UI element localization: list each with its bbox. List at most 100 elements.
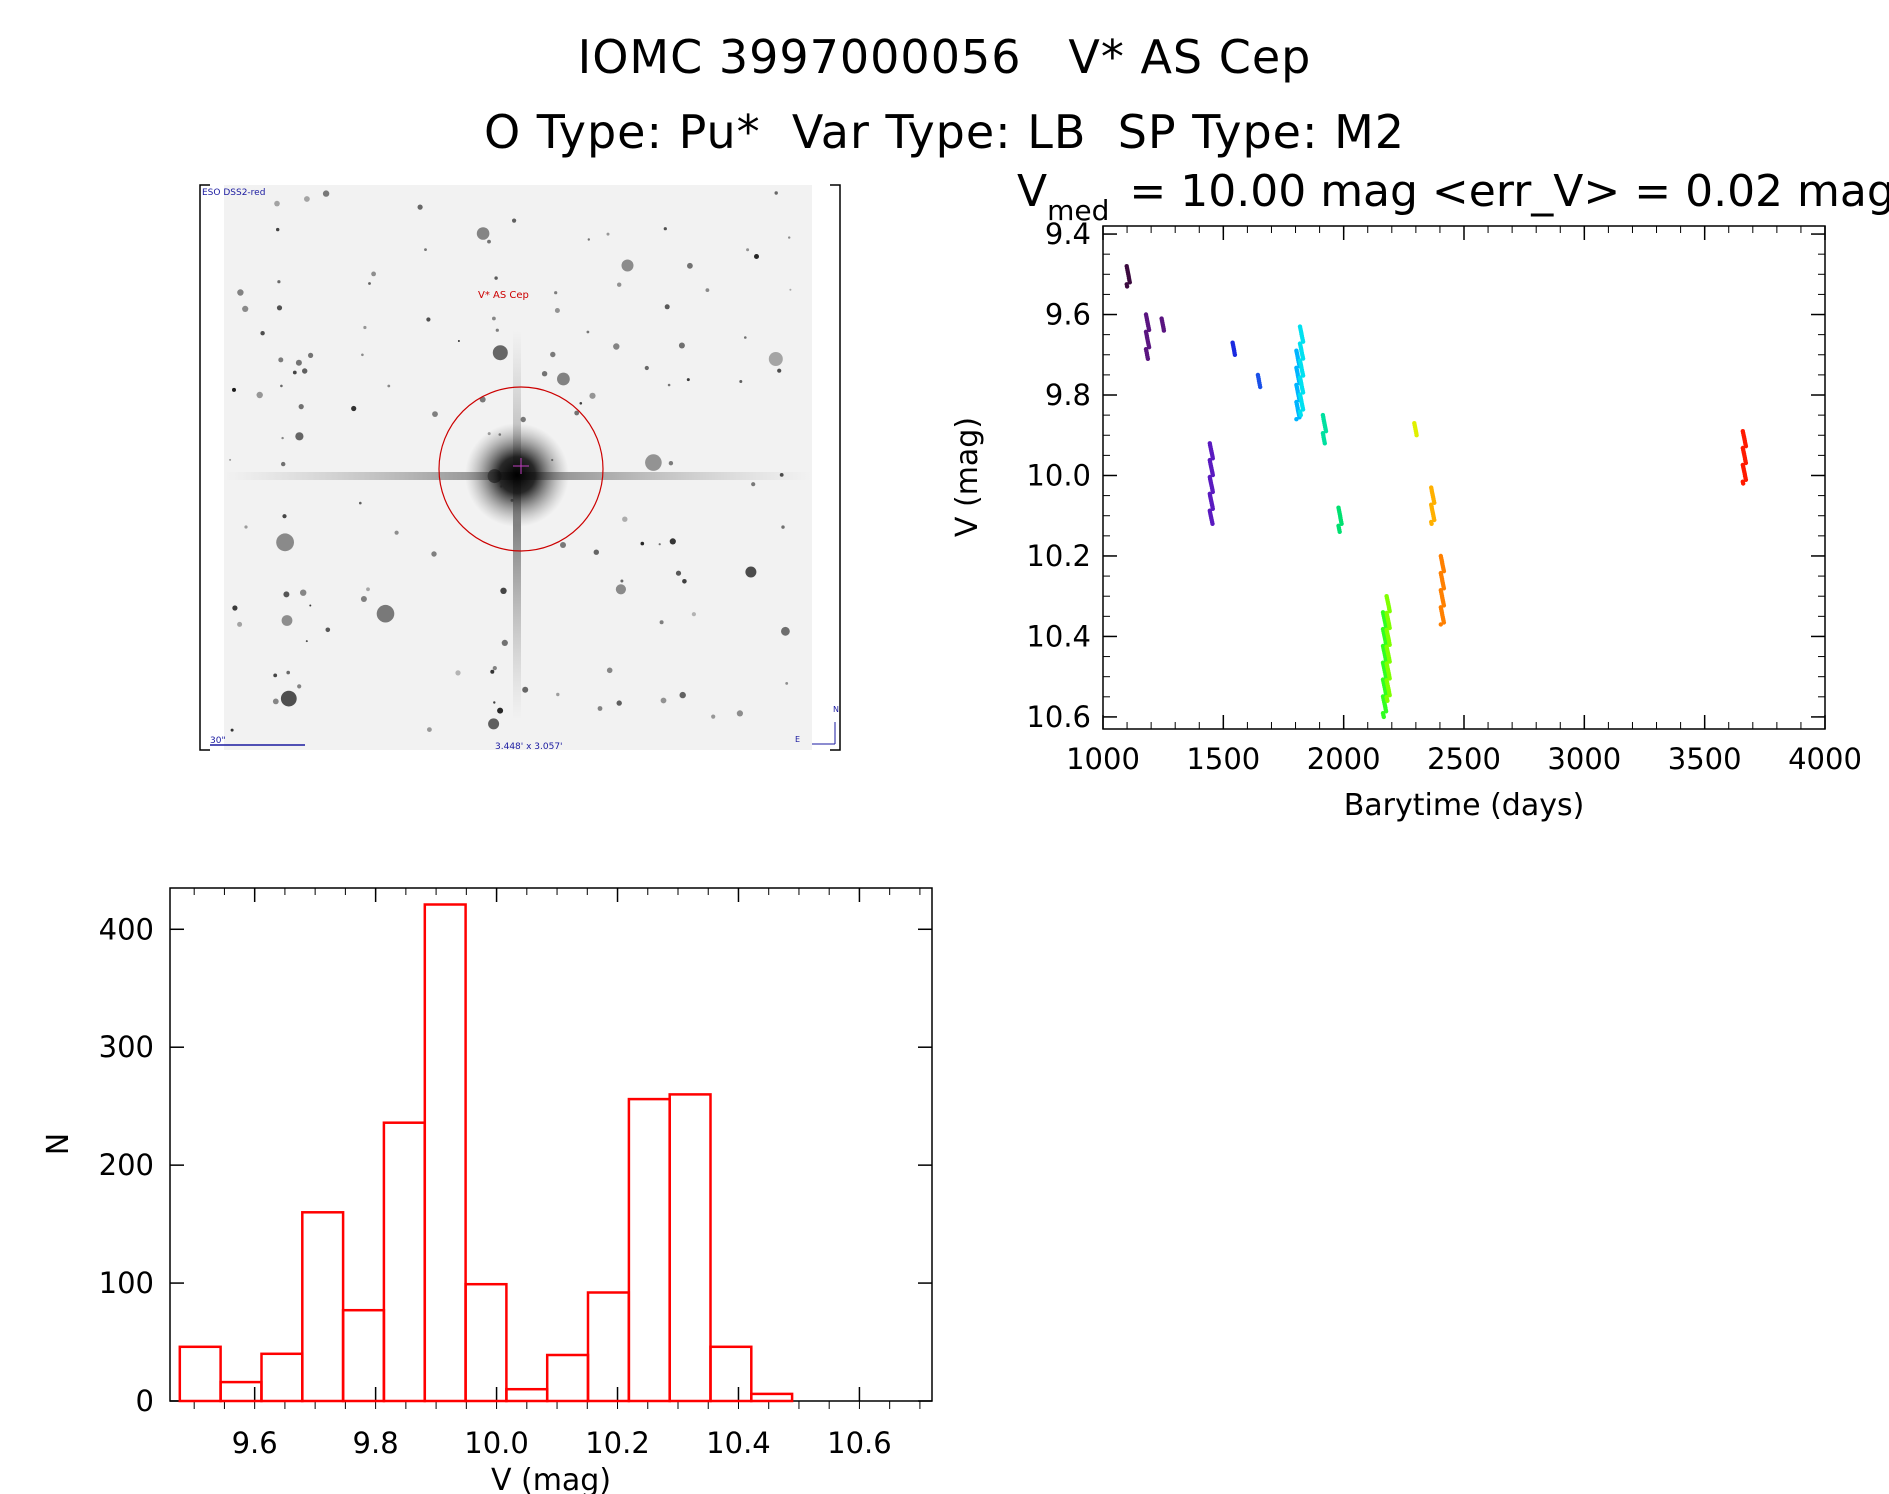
data-point (1161, 328, 1167, 333)
data-point (1294, 417, 1299, 422)
chart-title-line-1: IOMC 3997000056 V* AS Cep (0, 30, 1889, 84)
field-star (774, 191, 778, 195)
data-point (1322, 441, 1328, 446)
field-star (376, 604, 395, 623)
y-tick-label: 10.6 (1026, 700, 1091, 734)
field-star (295, 432, 304, 441)
field-star (232, 387, 236, 392)
field-star (426, 317, 431, 322)
field-star (280, 690, 297, 707)
field-stars (229, 190, 792, 732)
field-star (479, 396, 486, 403)
field-star (230, 728, 234, 732)
x-tick-label: 10.2 (585, 1426, 650, 1460)
field-star (325, 627, 331, 633)
field-star (281, 436, 284, 440)
field-star (668, 461, 674, 466)
field-star (237, 621, 243, 627)
histogram-bar (464, 1282, 508, 1403)
x-tick-label: 1500 (1186, 742, 1260, 776)
field-star (557, 372, 570, 386)
field-star (621, 259, 634, 272)
title-v: V (1017, 166, 1047, 217)
target-star (465, 423, 569, 527)
field-star (751, 482, 756, 487)
field-star (309, 604, 312, 607)
field-star (746, 248, 750, 252)
data-point (1124, 284, 1130, 289)
field-star (283, 591, 290, 598)
histogram-bar (260, 1352, 304, 1403)
field-star (304, 196, 310, 202)
data-point (1298, 412, 1304, 418)
data-point (1438, 622, 1444, 627)
field-star (554, 308, 560, 313)
data-point (1258, 384, 1263, 390)
field-star (260, 331, 265, 336)
field-star (280, 384, 283, 388)
field-star (298, 404, 304, 410)
field-star (431, 551, 437, 557)
field-star (455, 670, 461, 676)
data-point (1337, 529, 1342, 534)
field-star (487, 239, 491, 244)
field-star (281, 615, 293, 626)
field-star (659, 620, 664, 625)
field-star (644, 365, 649, 371)
field-star (606, 232, 610, 236)
field-star (457, 340, 460, 342)
data-point (1210, 521, 1215, 526)
survey-label: ESO DSS2-red (202, 188, 265, 198)
field-star (272, 698, 279, 705)
field-star (500, 587, 507, 594)
field-star (366, 587, 370, 592)
histogram-bars (178, 903, 794, 1403)
x-tick-label: 2500 (1427, 742, 1501, 776)
field-star (305, 640, 308, 643)
x-tick-label: 10.0 (464, 1426, 529, 1460)
field-star (640, 541, 645, 546)
field-star (597, 706, 603, 711)
light-curve-points (1124, 264, 1749, 720)
histogram-bar (423, 903, 467, 1403)
x-tick-label: 1000 (1066, 742, 1140, 776)
x-tick-label: 3500 (1668, 742, 1742, 776)
histogram-ylabel: N (41, 1133, 76, 1155)
histogram-bar (709, 1345, 753, 1403)
field-star (739, 380, 743, 383)
field-star (286, 670, 291, 675)
field-star (394, 530, 399, 535)
y-tick-label: 9.4 (1045, 217, 1091, 251)
field-star (556, 692, 560, 697)
data-point (1429, 521, 1434, 526)
x-tick-label: 10.6 (827, 1426, 892, 1460)
field-star (276, 227, 280, 232)
field-star (278, 357, 284, 363)
field-star (554, 291, 558, 295)
histogram-bar (545, 1353, 590, 1403)
field-star (560, 542, 566, 548)
target-circle (438, 386, 604, 552)
y-tick-label: 200 (99, 1148, 154, 1182)
light-curve-title: Vmed = 10.00 mag <err_V> = 0.02 mag (1017, 166, 1889, 227)
field-star (244, 525, 248, 529)
field-star (363, 325, 367, 330)
field-star (675, 570, 682, 576)
field-star (276, 305, 283, 311)
field-star (273, 673, 278, 678)
x-tick-label: 9.8 (353, 1426, 399, 1460)
field-star (658, 543, 661, 546)
field-star (781, 525, 785, 529)
y-tick-label: 9.8 (1045, 378, 1091, 412)
field-star (613, 343, 620, 350)
field-star (660, 697, 667, 704)
field-star (616, 700, 622, 706)
field-star (788, 236, 791, 239)
field-star (232, 605, 238, 611)
field-star (501, 639, 508, 647)
field-star (622, 516, 628, 522)
histogram-bar (668, 1093, 712, 1403)
y-tick-label: 10.4 (1026, 619, 1091, 653)
